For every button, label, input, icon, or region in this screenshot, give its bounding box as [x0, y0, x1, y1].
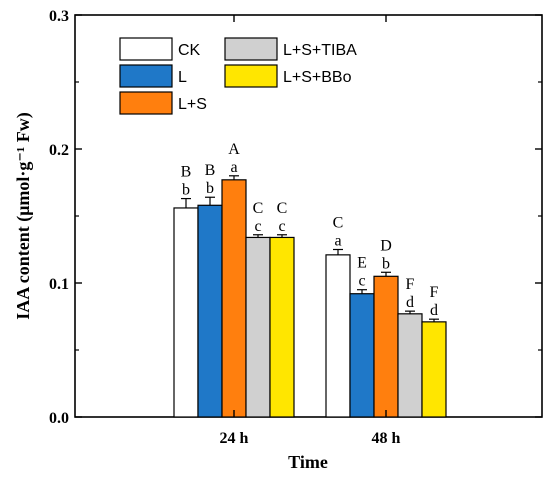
- significance-letter-lower: b: [382, 255, 390, 272]
- significance-letter-upper: B: [181, 164, 192, 181]
- y-tick-label: 0.0: [49, 410, 69, 427]
- bar: [373, 275, 399, 418]
- significance-letter-lower: a: [230, 159, 237, 176]
- legend-swatch: [119, 37, 173, 61]
- legend-label: L: [178, 69, 187, 86]
- significance-letter-lower: b: [206, 180, 214, 197]
- significance-letter-lower: c: [254, 218, 261, 235]
- bar: [349, 293, 375, 418]
- y-tick-label: 0.2: [49, 142, 69, 159]
- x-tick-label: 24 h: [220, 430, 249, 447]
- bar: [325, 254, 351, 418]
- significance-letter-lower: c: [358, 273, 365, 290]
- legend-label: L+S: [178, 96, 207, 113]
- y-axis-label: IAA content (μmol·g⁻¹ Fw): [13, 112, 34, 320]
- legend-label: CK: [178, 42, 201, 59]
- bar: [197, 204, 223, 418]
- bar: [397, 313, 423, 418]
- bar: [173, 207, 199, 418]
- bar: [421, 321, 447, 418]
- significance-letter-lower: b: [182, 182, 190, 199]
- y-tick-label: 0.1: [49, 276, 69, 293]
- significance-letter-upper: A: [228, 141, 240, 158]
- x-tick-label: 48 h: [372, 430, 401, 447]
- significance-letter-upper: B: [205, 162, 216, 179]
- legend-swatch: [224, 37, 278, 61]
- significance-letter-upper: D: [380, 237, 392, 254]
- significance-letter-upper: C: [253, 200, 264, 217]
- legend-swatch: [119, 91, 173, 115]
- bar: [245, 236, 271, 418]
- x-axis-label: Time: [288, 452, 328, 472]
- significance-letter-lower: a: [334, 233, 341, 250]
- significance-letter-upper: C: [333, 215, 344, 232]
- significance-letter-lower: c: [278, 218, 285, 235]
- legend: CK L L+S L+S+TIBA L+S+BBo: [119, 37, 357, 115]
- legend-label: L+S+TIBA: [283, 42, 357, 59]
- significance-letter-upper: F: [406, 276, 415, 293]
- legend-swatch: [119, 64, 173, 88]
- bar: [269, 236, 295, 418]
- ticks-layer: 0.0 0.1 0.2 0.3 24 h 48 h: [49, 8, 542, 447]
- legend-label: L+S+BBo: [283, 69, 352, 86]
- significance-letter-lower: d: [430, 302, 438, 319]
- y-tick-label: 0.3: [49, 8, 69, 25]
- bar: [221, 179, 247, 418]
- legend-swatch: [224, 64, 278, 88]
- significance-letter-upper: F: [430, 284, 439, 301]
- significance-letter-upper: C: [277, 200, 288, 217]
- significance-letter-lower: d: [406, 294, 414, 311]
- significance-letter-upper: E: [357, 255, 367, 272]
